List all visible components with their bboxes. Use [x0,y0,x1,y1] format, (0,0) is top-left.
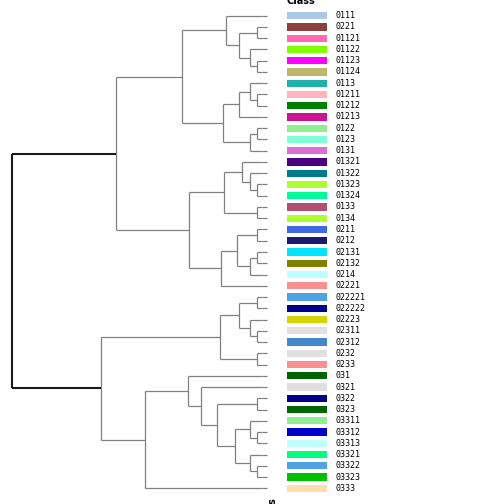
Text: 0221: 0221 [336,23,355,31]
Text: 0333: 0333 [336,484,355,493]
Text: 0134: 0134 [336,214,355,223]
Bar [287,12,327,19]
Bar [287,451,327,458]
Bar [287,124,327,132]
Text: 022222: 022222 [336,304,365,313]
Bar [287,80,327,87]
Text: 0321: 0321 [336,383,355,392]
Bar [287,57,327,65]
Text: 02312: 02312 [336,338,360,347]
Bar [287,158,327,166]
Bar [287,350,327,357]
Text: 01324: 01324 [336,191,360,200]
Bar [287,136,327,143]
Text: 02223: 02223 [336,315,360,324]
Text: 02131: 02131 [336,247,360,257]
Bar [287,384,327,391]
Text: 02311: 02311 [336,326,360,335]
Text: 03321: 03321 [336,450,360,459]
Text: 03323: 03323 [336,473,360,481]
Bar [287,69,327,76]
Text: 01323: 01323 [336,180,360,189]
Text: 022221: 022221 [336,292,365,301]
Text: 01121: 01121 [336,34,360,43]
Bar [287,260,327,267]
Bar [287,226,327,233]
Bar [287,91,327,98]
Bar [287,271,327,278]
Bar [287,428,327,435]
Text: 01122: 01122 [336,45,360,54]
Bar [287,372,327,380]
Text: 0111: 0111 [336,11,355,20]
Bar [287,113,327,120]
Bar [287,237,327,244]
Text: 0212: 0212 [336,236,355,245]
Text: 0133: 0133 [336,203,355,212]
Text: 03312: 03312 [336,427,360,436]
Bar [287,147,327,154]
Bar [287,395,327,402]
Text: 03311: 03311 [336,416,360,425]
Text: 0123: 0123 [336,135,355,144]
Text: 03313: 03313 [336,439,360,448]
Bar [287,248,327,256]
Text: 0214: 0214 [336,270,355,279]
Text: 01321: 01321 [336,157,360,166]
Text: 01213: 01213 [336,112,360,121]
Text: 01123: 01123 [336,56,360,65]
Bar [287,169,327,177]
Text: 0232: 0232 [336,349,355,358]
Bar [287,338,327,346]
Text: 01124: 01124 [336,68,360,77]
Text: 0233: 0233 [336,360,355,369]
Bar [287,181,327,188]
Bar [287,327,327,335]
Bar [287,406,327,413]
Bar [287,473,327,481]
Bar [287,439,327,447]
Bar [287,293,327,301]
Text: 0122: 0122 [336,123,355,133]
Bar [287,46,327,53]
Bar [287,23,327,31]
Bar [287,304,327,312]
Bar [287,192,327,200]
Bar [287,485,327,492]
Bar [287,417,327,424]
Bar [287,35,327,42]
Bar [287,316,327,323]
Text: Class: Class [267,497,277,504]
Bar [287,215,327,222]
Bar [287,203,327,211]
Text: 0323: 0323 [336,405,355,414]
Bar [287,462,327,469]
Text: 01322: 01322 [336,169,360,178]
Text: 0322: 0322 [336,394,355,403]
Text: 02221: 02221 [336,281,360,290]
Text: 02132: 02132 [336,259,360,268]
Text: 031: 031 [336,371,350,381]
Text: 0131: 0131 [336,146,355,155]
Bar [287,102,327,109]
Bar [287,282,327,289]
Text: 01211: 01211 [336,90,360,99]
Bar [287,361,327,368]
Text: 0113: 0113 [336,79,355,88]
Text: 03322: 03322 [336,461,360,470]
Text: 01212: 01212 [336,101,360,110]
Text: Class: Class [287,0,316,6]
Text: 0211: 0211 [336,225,355,234]
